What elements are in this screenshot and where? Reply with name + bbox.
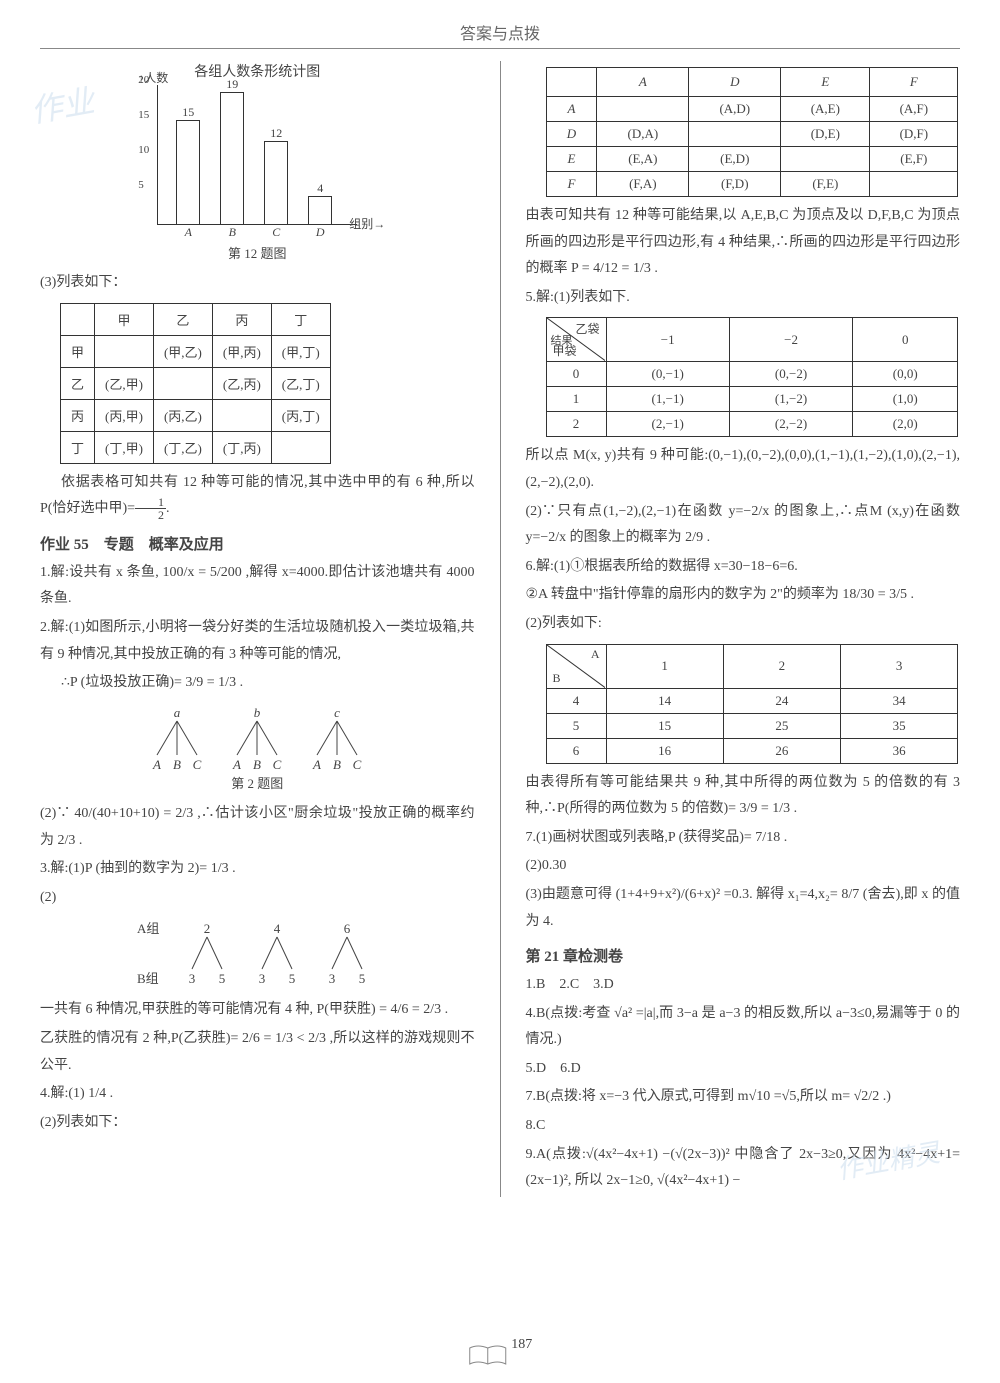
chart-caption: 第 12 题图 <box>40 243 475 262</box>
svg-text:3: 3 <box>259 971 266 986</box>
svg-text:B组: B组 <box>137 971 159 986</box>
q4b: (2)列表如下： <box>40 1110 475 1137</box>
svg-text:A组: A组 <box>137 921 159 936</box>
svg-text:B: B <box>173 757 181 772</box>
ans-line2: 5.D 6.D <box>526 1056 961 1083</box>
svg-text:B: B <box>253 757 261 772</box>
svg-text:b: b <box>254 705 261 720</box>
svg-text:2: 2 <box>204 921 211 936</box>
table-3: 乙袋 甲袋 结果 −1−20 0(0,−1)(0,−2)(0,0) 1(1,−1… <box>546 317 959 437</box>
svg-text:3: 3 <box>329 971 336 986</box>
svg-text:C: C <box>273 757 282 772</box>
q6a: 6.解:(1)①根据表所给的数据得 x=30−18−6=6. <box>526 554 961 581</box>
svg-text:3: 3 <box>189 971 196 986</box>
bar-a: 15A <box>176 120 200 224</box>
svg-text:B: B <box>333 757 341 772</box>
chart-title: 各组人数条形统计图 <box>40 61 475 81</box>
ans8: 8.C <box>526 1113 961 1140</box>
bar-d: 4D <box>308 196 332 224</box>
ans7: 7.B(点拨:将 x=−3 代入原式,可得到 m√10 =√5,所以 m= √2… <box>526 1084 961 1111</box>
table-2: ADEF A(A,D)(A,E)(A,F) D(D,A)(D,E)(D,F) E… <box>546 67 959 197</box>
svg-text:4: 4 <box>274 921 281 936</box>
bar-b: 19B <box>220 92 244 224</box>
ch21-title: 第 21 章检测卷 <box>526 945 961 966</box>
q7a: 7.(1)画树状图或列表略,P (获得奖品)= 7/18 . <box>526 825 961 852</box>
y-tick: 20 <box>138 74 149 86</box>
ans-line1: 1.B 2.C 3.D <box>526 972 961 999</box>
q3d: 乙获胜的情况有 2 种,P(乙获胜)= 2/6 = 1/3 < 2/3 ,所以这… <box>40 1026 475 1079</box>
q2b: (2)∵ 40/(40+10+10) = 2/3 ,∴估计该小区"厨余垃圾"投放… <box>40 801 475 854</box>
q6b: ②A 转盘中"指针停靠的扇形内的数字为 2"的频率为 18/30 = 3/5 . <box>526 582 961 609</box>
bar-chart-container: 各组人数条形统计图 ↑人数 组别→ 5 10 15 20 15A 19B 12C… <box>40 61 475 262</box>
svg-text:C: C <box>193 757 202 772</box>
ans9: 9.A(点拨:√(4x²−4x+1) −(√(2x−3))² 中隐含了 2x−3… <box>526 1142 961 1195</box>
q5-text1: 所以点 M(x, y)共有 9 种可能:(0,−1),(0,−2),(0,0),… <box>526 443 961 496</box>
y-tick: 10 <box>138 144 149 156</box>
page-number: 187 <box>468 1344 533 1373</box>
q7c: (3)由题意可得 (1+4+9+x²)/(6+x)² =0.3. 解得 x₁=4… <box>526 882 961 935</box>
diag-header-4: A B <box>546 644 606 688</box>
q6c: (2)列表如下: <box>526 611 961 638</box>
tree-3: A组 B组 2 4 6 3 5 3 5 3 5 <box>60 919 475 989</box>
q7b: (2)0.30 <box>526 853 961 880</box>
svg-text:5: 5 <box>219 971 226 986</box>
svg-text:A: A <box>152 757 161 772</box>
q2a: 2.解:(1)如图所示,小明将一袋分好类的生活垃圾随机投入一类垃圾箱,共有 9 … <box>40 615 475 668</box>
svg-text:C: C <box>353 757 362 772</box>
p3-intro: (3)列表如下： <box>40 270 475 297</box>
q1: 1.解:设共有 x 条鱼, 100/x = 5/200 ,解得 x=4000.即… <box>40 560 475 613</box>
ans4: 4.B(点拨:考查 √a² =|a|,而 3−a 是 a−3 的相反数,所以 a… <box>526 1001 961 1054</box>
q5-text2: (2)∵只有点(1,−2),(2,−1)在函数 y=−2/x 的图象上,∴点M … <box>526 499 961 552</box>
y-tick: 15 <box>138 109 149 121</box>
q5-intro: 5.解:(1)列表如下. <box>526 285 961 312</box>
book-icon <box>468 1344 508 1373</box>
p3-text: 依据表格可知共有 12 种等可能的情况,其中选中甲的有 6 种,所以 P(恰好选… <box>40 470 475 523</box>
svg-text:c: c <box>334 705 340 720</box>
column-divider <box>500 61 501 1197</box>
t2-text: 由表可知共有 12 种等可能结果,以 A,E,B,C 为顶点及以 D,F,B,C… <box>526 203 961 283</box>
y-tick: 5 <box>138 179 144 191</box>
q3a: 3.解:(1)P (抽到的数字为 2)= 1/3 . <box>40 856 475 883</box>
tree-svg: a b c ABC ABC ABC <box>127 705 387 775</box>
tree2-caption: 第 2 题图 <box>40 775 475 793</box>
right-column: ADEF A(A,D)(A,E)(A,F) D(D,A)(D,E)(D,F) E… <box>526 61 961 1197</box>
tree-2: a b c ABC ABC ABC 第 2 题图 <box>40 705 475 793</box>
diag-header: 乙袋 甲袋 结果 <box>546 318 606 362</box>
tree3-svg: A组 B组 2 4 6 3 5 3 5 3 5 <box>137 919 397 989</box>
svg-text:5: 5 <box>289 971 296 986</box>
svg-text:a: a <box>174 705 181 720</box>
svg-text:5: 5 <box>359 971 366 986</box>
svg-text:6: 6 <box>344 921 351 936</box>
q2a2: ∴P (垃圾投放正确)= 3/9 = 1/3 . <box>40 670 475 697</box>
page-header: 答案与点拨 <box>40 20 960 49</box>
svg-text:A: A <box>312 757 321 772</box>
q3c: 一共有 6 种情况,甲获胜的等可能情况有 4 种, P(甲获胜) = 4/6 =… <box>40 997 475 1024</box>
table-4: A B 123 4142434 5152535 6162636 <box>546 644 959 764</box>
q4a: 4.解:(1) 1/4 . <box>40 1081 475 1108</box>
left-column: 作业 各组人数条形统计图 ↑人数 组别→ 5 10 15 20 15A 19B … <box>40 61 475 1197</box>
svg-text:A: A <box>232 757 241 772</box>
bar-chart: ↑人数 组别→ 5 10 15 20 15A 19B 12C 4D <box>157 85 357 225</box>
table-1: 甲乙丙丁 甲(甲,乙)(甲,丙)(甲,丁) 乙(乙,甲)(乙,丙)(乙,丁) 丙… <box>60 303 331 464</box>
content-columns: 作业 各组人数条形统计图 ↑人数 组别→ 5 10 15 20 15A 19B … <box>40 61 960 1197</box>
bar-c: 12C <box>264 141 288 224</box>
x-axis-label: 组别→ <box>349 215 385 232</box>
hw55-title: 作业 55 专题 概率及应用 <box>40 533 475 554</box>
q6d: 由表得所有等可能结果共 9 种,其中所得的两位数为 5 的倍数的有 3 种,∴P… <box>526 770 961 823</box>
q3b-label: (2) <box>40 885 475 912</box>
